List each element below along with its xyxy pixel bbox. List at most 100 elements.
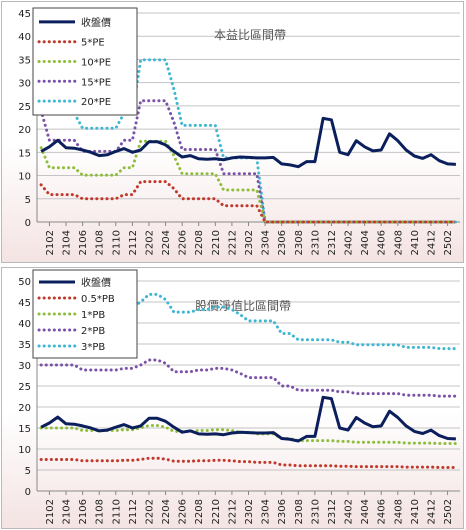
y-tick-label: 10 xyxy=(18,445,31,456)
x-tick-label: 2410 xyxy=(410,230,421,255)
x-tick-label: 2110 xyxy=(111,499,122,524)
x-tick-label: 2206 xyxy=(178,499,189,524)
x-tick-label: 2306 xyxy=(277,230,288,255)
series-lines xyxy=(39,58,458,224)
x-tick-label: 2208 xyxy=(194,499,205,524)
legend-label: 15*PE xyxy=(81,77,111,88)
series-line xyxy=(39,180,458,224)
x-tick-label: 2410 xyxy=(410,499,421,524)
legend-label: 收盤價 xyxy=(81,16,111,29)
x-tick-label: 2312 xyxy=(327,230,338,255)
x-tick-label: 2412 xyxy=(426,499,437,524)
x-tick-label: 2208 xyxy=(194,230,205,255)
x-tick-label: 2102 xyxy=(45,499,56,524)
x-tick-label: 2112 xyxy=(128,499,139,524)
x-tick-label: 2112 xyxy=(128,230,139,255)
x-tick-label: 2108 xyxy=(95,230,106,255)
x-tick-label: 2202 xyxy=(144,230,155,255)
y-tick-label: 25 xyxy=(18,382,31,393)
series-line xyxy=(40,116,456,169)
x-tick-label: 2210 xyxy=(211,499,222,524)
x-tick-label: 2406 xyxy=(377,499,388,524)
series-line xyxy=(40,395,456,443)
y-tick-label: 25 xyxy=(18,102,31,113)
legend: 收盤價 5*PE 10*PE 15*PE 20*PE xyxy=(32,7,138,116)
legend: 收盤價 0.5*PB 1*PB 2*PB 3*PB xyxy=(32,269,138,359)
x-tick-label: 2304 xyxy=(261,499,272,524)
x-tick-label: 2302 xyxy=(244,499,255,524)
series-line xyxy=(39,139,458,224)
legend-label: 2*PB xyxy=(81,326,105,337)
y-tick-label: 10 xyxy=(18,172,31,183)
y-tick-label: 50 xyxy=(18,277,31,288)
x-tick-label: 2408 xyxy=(393,230,404,255)
x-axis: 2102 2104 2106 2108 2110 2112 2202 2204 2206 2208… xyxy=(45,491,454,524)
y-tick-label: 45 xyxy=(18,9,31,20)
legend-label: 0.5*PB xyxy=(81,294,115,305)
x-tick-label: 2402 xyxy=(344,230,355,255)
y-tick-label: 45 xyxy=(18,298,31,309)
y-tick-label: 30 xyxy=(18,79,31,90)
x-tick-label: 2312 xyxy=(327,499,338,524)
x-tick-label: 2306 xyxy=(277,499,288,524)
x-tick-label: 2402 xyxy=(344,499,355,524)
y-tick-label: 0 xyxy=(25,218,31,229)
y-tick-label: 15 xyxy=(18,424,31,435)
x-tick-label: 2304 xyxy=(261,230,272,255)
legend-label: 3*PB xyxy=(81,342,105,353)
x-tick-label: 2408 xyxy=(393,499,404,524)
y-tick-label: 40 xyxy=(18,32,31,43)
x-tick-label: 2106 xyxy=(78,499,89,524)
x-tick-label: 2308 xyxy=(294,499,305,524)
x-tick-label: 2104 xyxy=(62,230,73,255)
chart-title: 本益比區間帶 xyxy=(214,28,286,42)
x-tick-label: 2202 xyxy=(144,499,155,524)
x-tick-label: 2308 xyxy=(294,230,305,255)
series-line xyxy=(39,456,458,469)
y-tick-label: 35 xyxy=(18,340,31,351)
pb-band-chart: 0 5 10 15 20 25 30 35 40 45 50 2102 2104 2106 2108 2110… xyxy=(18,269,460,524)
legend-label: 20*PE xyxy=(81,97,111,108)
x-tick-label: 2212 xyxy=(227,499,238,524)
y-tick-label: 15 xyxy=(18,148,31,159)
y-axis: 0 5 10 15 20 25 30 35 40 45 50 xyxy=(18,277,31,498)
x-tick-label: 2404 xyxy=(360,499,371,524)
y-tick-label: 20 xyxy=(18,403,31,414)
x-tick-label: 2502 xyxy=(443,230,454,255)
y-tick-label: 5 xyxy=(25,466,31,477)
x-tick-label: 2106 xyxy=(78,230,89,255)
x-tick-label: 2206 xyxy=(178,230,189,255)
x-tick-label: 2406 xyxy=(377,230,388,255)
x-tick-label: 2310 xyxy=(310,230,321,255)
x-tick-label: 2404 xyxy=(360,230,371,255)
y-tick-label: 5 xyxy=(25,195,31,206)
x-tick-label: 2104 xyxy=(62,499,73,524)
y-tick-label: 35 xyxy=(18,55,31,66)
x-tick-label: 2204 xyxy=(161,499,172,524)
y-tick-label: 30 xyxy=(18,361,31,372)
x-tick-label: 2204 xyxy=(161,230,172,255)
y-tick-label: 40 xyxy=(18,319,31,330)
x-tick-label: 2212 xyxy=(227,230,238,255)
x-tick-label: 2102 xyxy=(45,230,56,255)
series-line xyxy=(39,99,458,224)
y-axis: 0 5 10 15 20 25 30 35 40 45 xyxy=(18,9,31,229)
pe-band-chart-panel: 0 5 10 15 20 25 30 35 40 45 2102 2104 2106 2108 2110 21… xyxy=(1,1,464,263)
x-tick-label: 2108 xyxy=(95,499,106,524)
series-line xyxy=(39,358,458,398)
legend-label: 收盤價 xyxy=(81,276,111,289)
x-tick-label: 2412 xyxy=(426,230,437,255)
legend-label: 10*PE xyxy=(81,58,111,69)
x-axis: 2102 2104 2106 2108 2110 2112 2202 2204 2206 2208… xyxy=(45,222,454,255)
y-tick-label: 0 xyxy=(25,487,31,498)
pb-band-chart-panel: 0 5 10 15 20 25 30 35 40 45 50 2102 2104 2106 2108 2110… xyxy=(1,267,464,529)
x-tick-label: 2210 xyxy=(211,230,222,255)
chart-title: 股價淨值比區間帶 xyxy=(195,298,291,313)
y-tick-label: 20 xyxy=(18,125,31,136)
x-tick-label: 2310 xyxy=(310,499,321,524)
legend-label: 5*PE xyxy=(81,38,105,49)
legend-label: 1*PB xyxy=(81,310,105,321)
x-tick-label: 2302 xyxy=(244,230,255,255)
x-tick-label: 2502 xyxy=(443,499,454,524)
